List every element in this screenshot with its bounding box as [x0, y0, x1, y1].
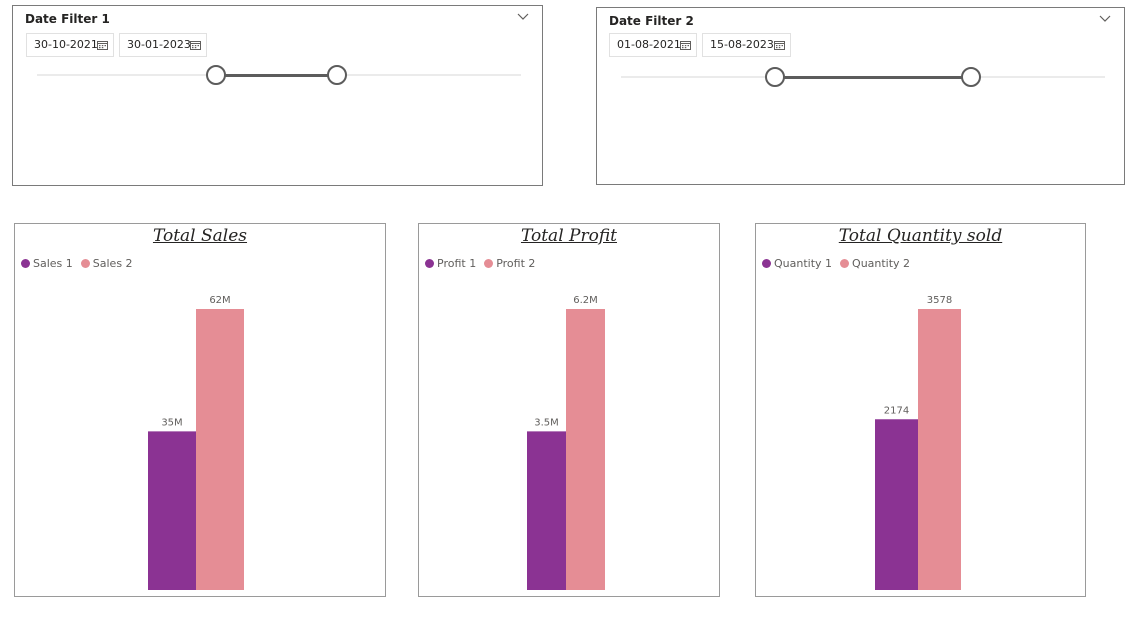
- start-date-value: 30-10-2021: [34, 38, 98, 51]
- legend-dot-icon: [425, 259, 434, 268]
- end-date-value: 30-01-2023: [127, 38, 191, 51]
- legend-dot-icon: [484, 259, 494, 268]
- calendar-icon[interactable]: [190, 40, 201, 50]
- chart-legend: Sales 1 Sales 2: [21, 257, 133, 270]
- slider-range: [776, 76, 972, 79]
- bar-2[interactable]: [196, 309, 244, 590]
- legend-item[interactable]: Quantity 2: [840, 257, 910, 270]
- total-sales-chart: Total Sales Sales 1 Sales 2 35M 62M: [14, 223, 386, 597]
- chart-plot: 35M 62M: [148, 295, 244, 590]
- end-date-input[interactable]: 15-08-2023: [702, 33, 791, 57]
- end-date-value: 15-08-2023: [710, 38, 774, 51]
- data-label: 3.5M: [534, 417, 559, 428]
- data-label: 35M: [161, 417, 182, 428]
- chart-title: Total Quantity sold: [838, 226, 1003, 246]
- bar-1[interactable]: [527, 431, 566, 590]
- total-profit-chart: Total Profit Profit 1 Profit 2 3.5M 6.2M: [418, 223, 720, 597]
- legend-label: Profit 2: [496, 257, 536, 270]
- legend-label: Quantity 2: [852, 257, 911, 270]
- end-date-input[interactable]: 30-01-2023: [119, 33, 207, 57]
- slider-range: [217, 74, 338, 77]
- chart-legend: Quantity 1 Quantity 2: [762, 257, 910, 270]
- date-filter-2-title: Date Filter 2: [609, 14, 694, 28]
- slider-start-handle[interactable]: [206, 65, 226, 85]
- slider-start-handle[interactable]: [765, 67, 785, 87]
- legend-label: Sales 1: [33, 257, 73, 270]
- total-quantity-chart: Total Quantity sold Quantity 1 Quantity …: [755, 223, 1086, 597]
- slider-end-handle[interactable]: [961, 67, 981, 87]
- start-date-input[interactable]: 30-10-2021: [26, 33, 114, 57]
- chart-title: Total Sales: [152, 226, 248, 246]
- data-label: 3578: [927, 295, 952, 306]
- chart-title: Total Profit: [520, 226, 618, 246]
- bar-2[interactable]: [566, 309, 605, 590]
- calendar-icon[interactable]: [680, 40, 691, 50]
- legend-dot-icon: [80, 259, 90, 268]
- legend-dot-icon: [840, 259, 850, 268]
- bar-2[interactable]: [918, 309, 961, 590]
- date-filter-1: Date Filter 1 30-10-2021 30-01-2023: [12, 5, 543, 186]
- chevron-down-icon[interactable]: [516, 11, 530, 21]
- legend-item[interactable]: Quantity 1: [762, 257, 832, 270]
- chart-plot: 3.5M 6.2M: [527, 295, 605, 590]
- legend-label: Quantity 1: [774, 257, 833, 270]
- start-date-input[interactable]: 01-08-2021: [609, 33, 697, 57]
- slider-end-handle[interactable]: [327, 65, 347, 85]
- chart-legend: Profit 1 Profit 2: [425, 257, 535, 270]
- legend-item[interactable]: Profit 1: [425, 257, 476, 270]
- data-label: 62M: [209, 295, 230, 306]
- legend-item[interactable]: Profit 2: [484, 257, 535, 270]
- data-label: 2174: [884, 405, 909, 416]
- legend-item[interactable]: Sales 1: [21, 257, 73, 270]
- legend-label: Sales 2: [92, 257, 133, 270]
- date-filter-1-title: Date Filter 1: [25, 12, 110, 26]
- chevron-down-icon[interactable]: [1098, 13, 1112, 23]
- legend-dot-icon: [21, 259, 30, 268]
- legend-item[interactable]: Sales 2: [80, 257, 133, 270]
- legend-label: Profit 1: [437, 257, 477, 270]
- calendar-icon[interactable]: [774, 40, 785, 50]
- chart-plot: 2174 3578: [875, 295, 961, 590]
- bar-1[interactable]: [875, 419, 918, 590]
- date-filter-2: Date Filter 2 01-08-2021 15-08-2023: [596, 7, 1125, 185]
- bar-1[interactable]: [148, 431, 196, 590]
- start-date-value: 01-08-2021: [617, 38, 681, 51]
- calendar-icon[interactable]: [97, 40, 108, 50]
- legend-dot-icon: [762, 259, 771, 268]
- data-label: 6.2M: [573, 295, 598, 306]
